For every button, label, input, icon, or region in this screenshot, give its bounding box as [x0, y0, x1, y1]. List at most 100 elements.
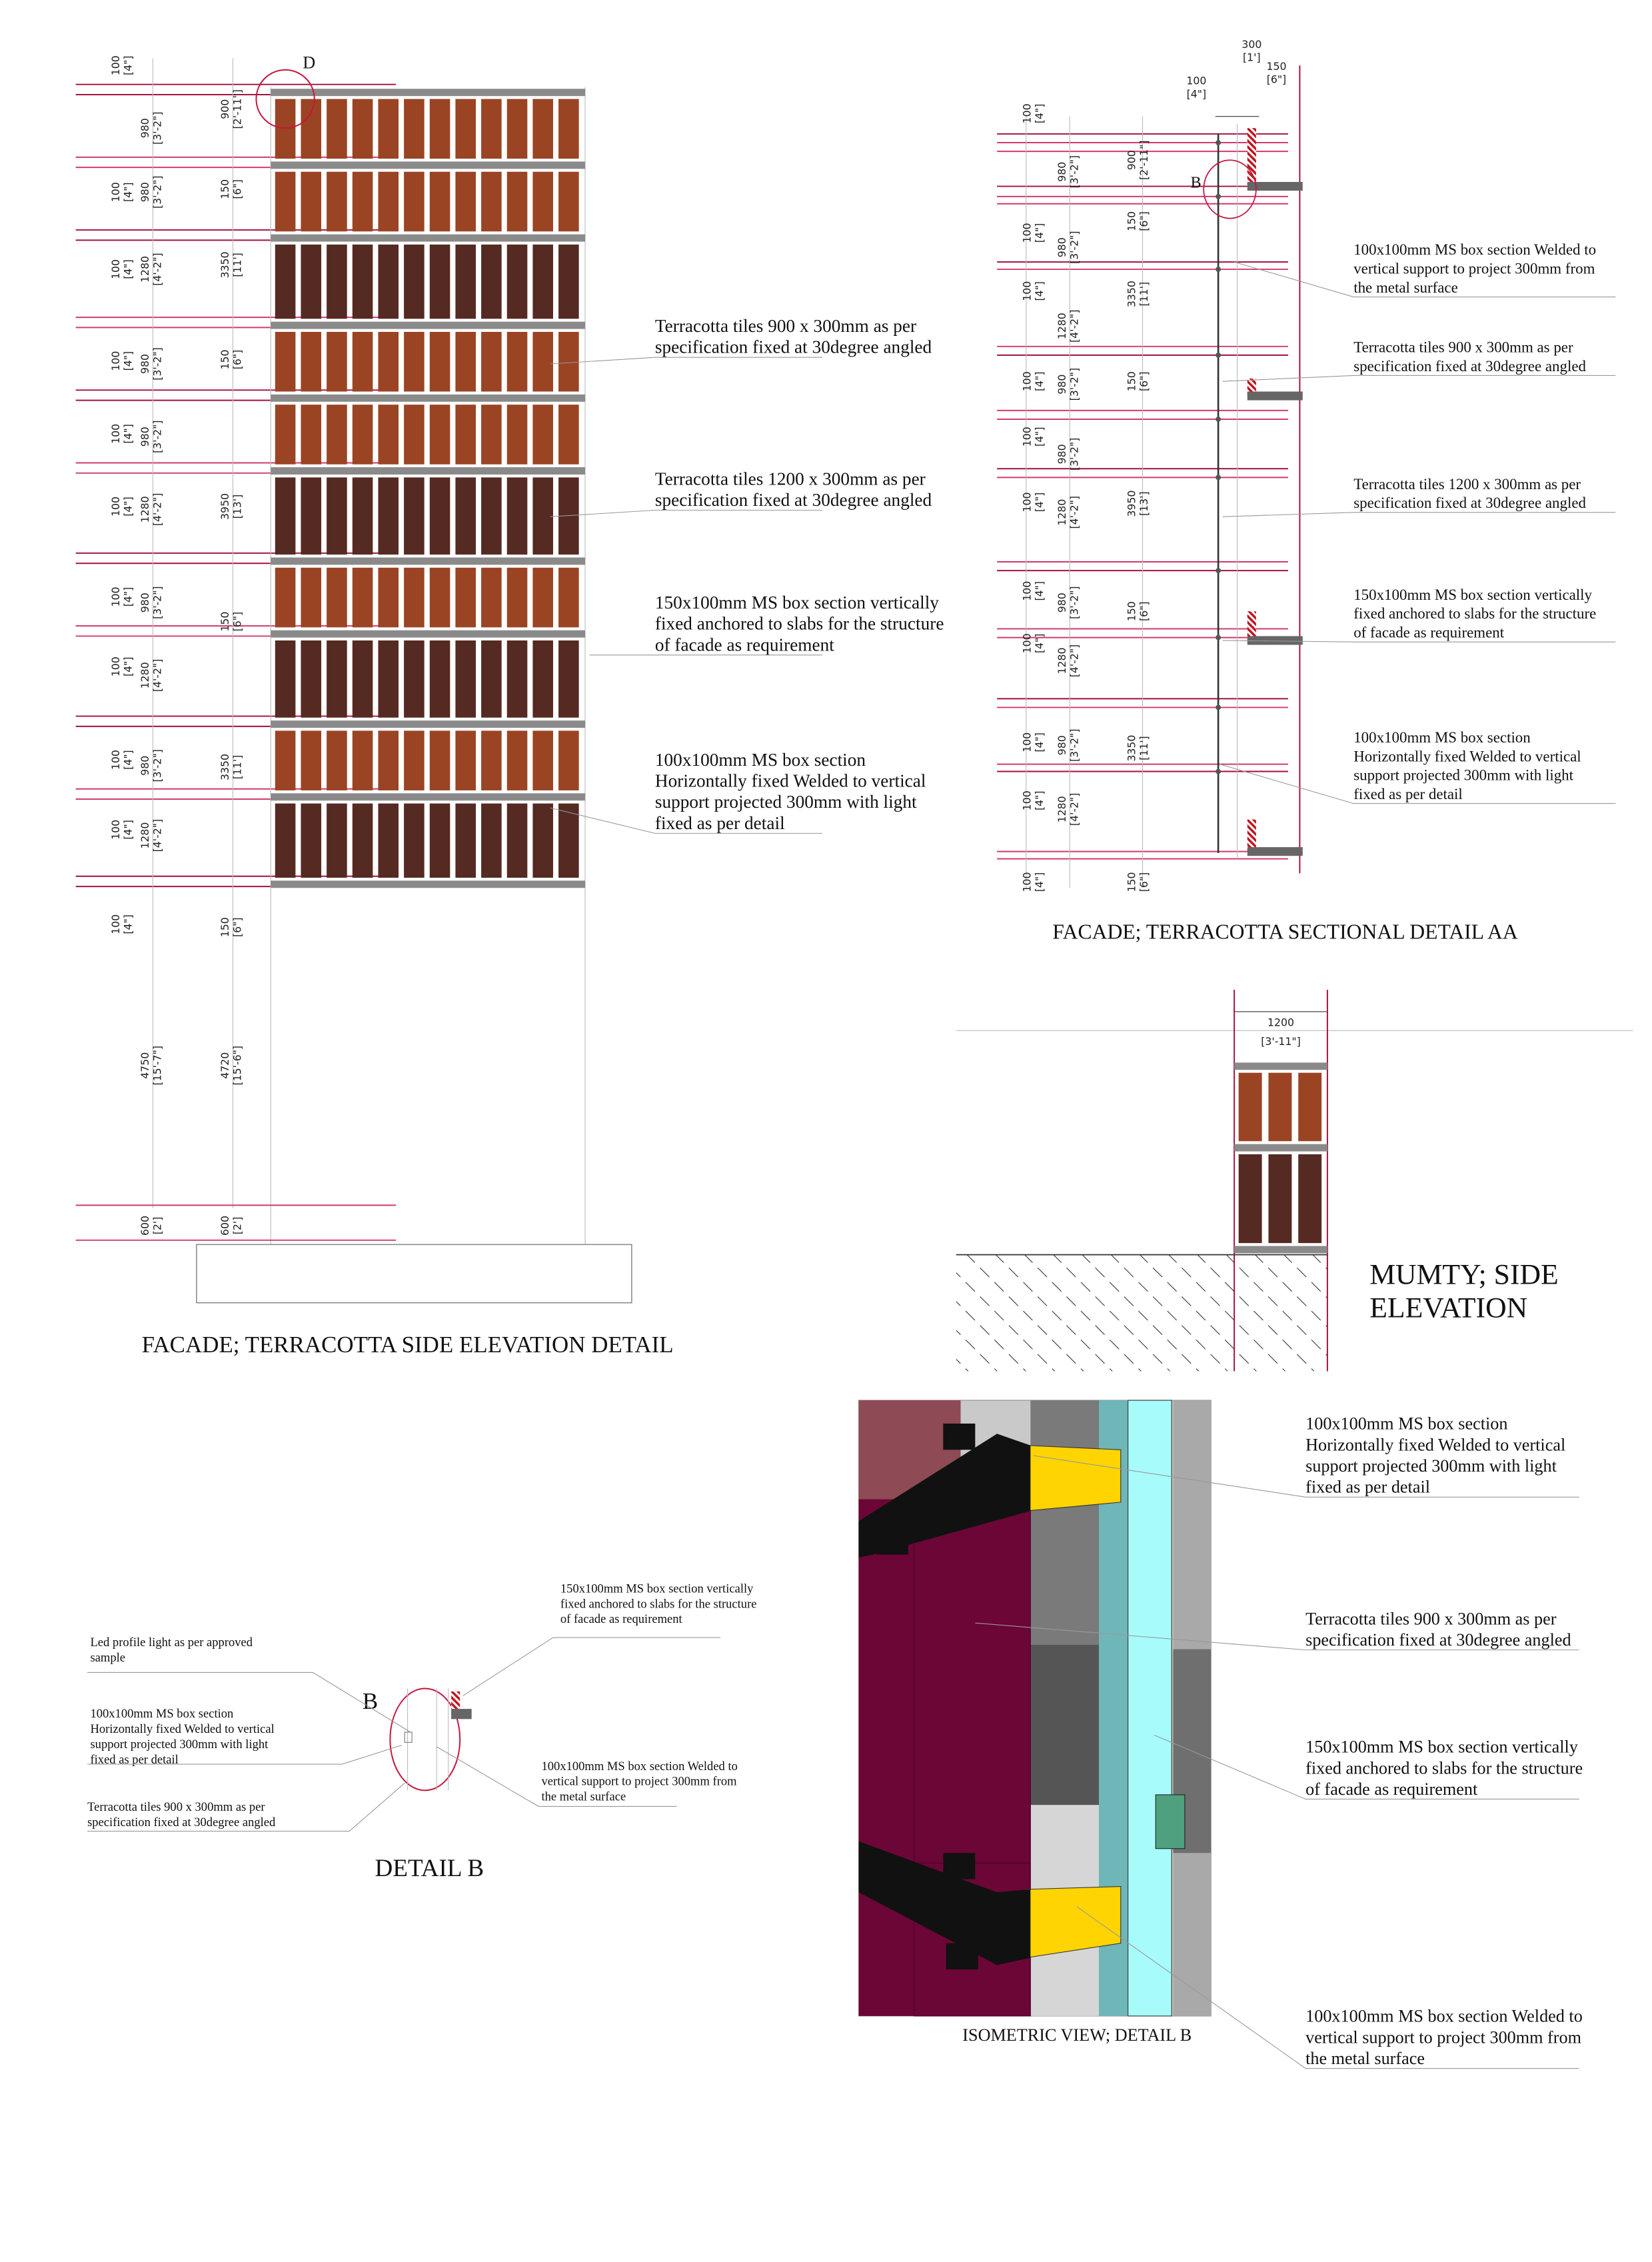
dimension-value: 100 — [109, 820, 122, 840]
callout-text: fixed anchored to slabs for the structur… — [560, 1597, 757, 1611]
callout-text: fixed as per detail — [655, 813, 785, 833]
dimension-label: 150 [6"] — [1126, 371, 1151, 391]
dimension-value: 1280 — [139, 822, 151, 849]
tile-clip — [1216, 704, 1222, 710]
dimension-value: 3350 — [219, 754, 231, 780]
leader-line — [1222, 640, 1616, 642]
dimension-label: 100 [4"] — [109, 656, 135, 676]
dimension-label: 100 [4"] — [109, 586, 135, 606]
dimension-imperial: [4"] — [1033, 427, 1046, 447]
terracotta-tile — [506, 171, 528, 232]
dimension-label: 980 [3'-2"] — [1056, 231, 1081, 264]
dimension-imperial: [11'] — [1138, 736, 1150, 760]
terracotta-tile — [506, 803, 528, 878]
terracotta-tile — [532, 331, 553, 392]
terracotta-tile — [429, 405, 450, 465]
dimension-label: 100 [4"] — [109, 914, 135, 934]
dimension-imperial: [6"] — [1267, 73, 1287, 85]
anchor-hatch — [1247, 819, 1256, 852]
dimension-imperial: [4'-2"] — [151, 819, 163, 852]
terracotta-tile — [455, 171, 476, 232]
slab-section — [1247, 391, 1303, 401]
callout-text: fixed as per detail — [90, 1753, 178, 1767]
callout-text: support projected 300mm with light — [90, 1737, 269, 1751]
dimension-value: 150 — [219, 612, 231, 632]
horizontal-rail — [1234, 1144, 1327, 1152]
dimension-imperial: [2'] — [231, 1217, 244, 1235]
horizontal-rail — [271, 467, 586, 475]
horizontal-rail — [271, 394, 586, 402]
detail-b: B DETAIL B 150x100mm MS box section vert… — [87, 1582, 757, 1882]
terracotta-tile — [506, 567, 528, 628]
horizontal-rail — [271, 630, 586, 638]
terracotta-tile — [275, 477, 296, 555]
terracotta-tile — [301, 803, 322, 878]
terracotta-tile — [429, 331, 450, 392]
dimension-value: 100 — [109, 914, 122, 934]
callout-text: of facade as requirement — [1353, 624, 1505, 641]
callout-text: vertical support to project 300mm from — [1305, 2027, 1581, 2047]
slab-section — [1247, 182, 1303, 191]
terracotta-tile — [1268, 1072, 1292, 1142]
terracotta-tile — [481, 171, 502, 232]
terracotta-tile — [532, 567, 553, 628]
dimension-label: 1280 [4'-2"] — [139, 659, 164, 692]
tile-clip — [1216, 352, 1222, 358]
dimension-label: 100 [4"] — [1020, 427, 1046, 447]
dimension-label: 600 [2'] — [139, 1216, 164, 1236]
dimension-label: 100 [4"] — [1020, 581, 1046, 601]
dimension-label: 1280 [4'-2"] — [1056, 496, 1081, 529]
mumty-side-elevation: 1200 [3'-11"] MUMTY; SIDE ELEVATION — [956, 990, 1633, 1372]
dimension-value: 1280 — [139, 496, 151, 523]
leader-line — [1220, 764, 1616, 804]
leader-line — [550, 509, 823, 517]
dimension-label: 100 [4"] — [109, 497, 135, 517]
dimension-label: 900 [2'-11"] — [219, 89, 244, 129]
dimension-imperial: [3'-2"] — [151, 176, 163, 209]
terracotta-tile — [275, 640, 296, 718]
dimension-value: 3950 — [1126, 491, 1138, 517]
dimension-value: 150 — [1126, 211, 1138, 231]
terracotta-tile — [404, 244, 424, 319]
leader-line — [550, 807, 823, 834]
dimension-value: 980 — [139, 118, 151, 138]
dimension-imperial: [11'] — [1138, 282, 1150, 307]
dimension-value: 3350 — [219, 251, 231, 278]
dimension-imperial: [15'-7"] — [151, 1046, 163, 1086]
callout-text: Horizontally fixed Welded to vertical — [655, 770, 926, 790]
dimension-imperial: [4"] — [122, 820, 135, 840]
dimension-imperial: [4"] — [1033, 872, 1046, 892]
dimension-imperial: [4'-2"] — [1068, 496, 1080, 529]
dimension-imperial: [4"] — [1033, 790, 1046, 810]
terracotta-tile — [481, 405, 502, 465]
dimension-label: 980 [3'-2"] — [139, 586, 164, 619]
callout-note: 100x100mm MS box section Welded to vertic… — [542, 1759, 738, 1804]
dimension-label: 100 [4"] — [109, 182, 135, 202]
callout-note: Terracotta tiles 1200 x 300mm as perspec… — [550, 469, 932, 517]
dimension-label: 1280 [4'-2"] — [139, 253, 164, 285]
dimension-imperial: [4'-2"] — [151, 253, 163, 285]
terracotta-tile — [481, 331, 502, 392]
terracotta-tile — [275, 405, 296, 465]
terracotta-tile — [404, 640, 424, 718]
dimension-imperial: [4"] — [1033, 223, 1046, 243]
section-aa-title: FACADE; TERRACOTTA SECTIONAL DETAIL AA — [1052, 920, 1518, 944]
terracotta-tile — [378, 567, 399, 628]
dimension-value: 900 — [219, 99, 231, 119]
callout-text: specification fixed at 30degree angled — [87, 1815, 276, 1829]
dimension-imperial: [11'] — [231, 253, 244, 277]
callout-text: fixed anchored to slabs for the structur… — [655, 614, 944, 634]
callout-text: 150x100mm MS box section vertically — [1353, 586, 1592, 603]
callout-text: sample — [90, 1651, 125, 1665]
detail-d-marker: D — [303, 53, 315, 73]
leader-line — [550, 357, 823, 365]
terracotta-tile — [1268, 1154, 1292, 1244]
detail-b-circle — [1203, 159, 1257, 219]
terracotta-tile — [481, 477, 502, 555]
terracotta-tile — [481, 730, 502, 790]
terracotta-tile — [429, 640, 450, 718]
callout-text: 100x100mm MS box section — [655, 750, 866, 770]
